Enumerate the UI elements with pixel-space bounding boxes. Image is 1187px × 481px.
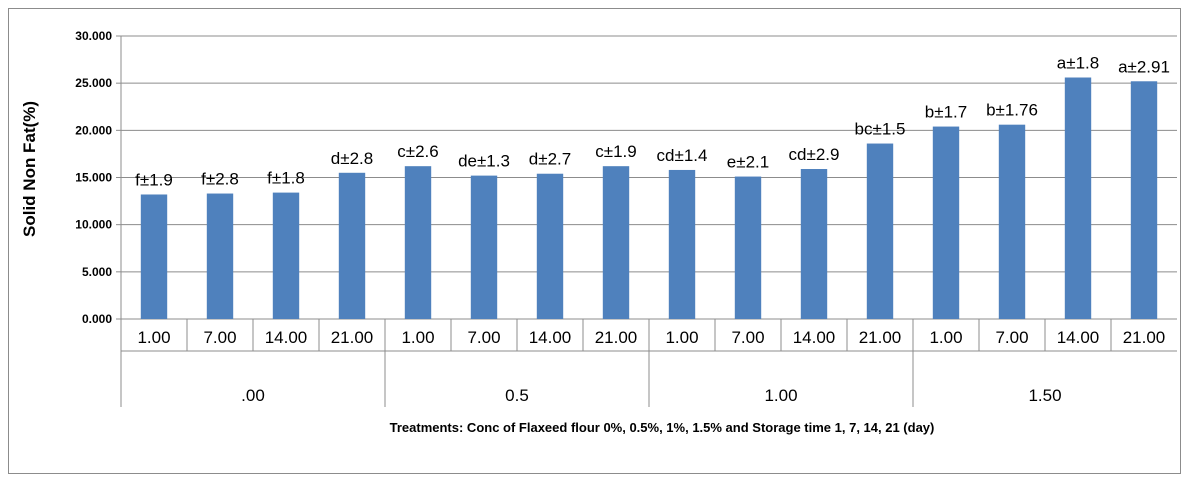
y-axis-title: Solid Non Fat(%): [20, 101, 39, 237]
data-label: cd±2.9: [789, 145, 840, 164]
data-label: b±1.76: [986, 101, 1038, 120]
category-label: 14.00: [1057, 328, 1100, 347]
y-tick-label: 30.000: [75, 29, 112, 43]
category-label: 21.00: [859, 328, 902, 347]
data-label: f±2.8: [201, 170, 239, 189]
data-label: c±2.6: [397, 142, 438, 161]
category-label: 7.00: [731, 328, 764, 347]
category-label: 7.00: [203, 328, 236, 347]
y-tick-label: 0.000: [82, 312, 112, 326]
bar: [338, 172, 366, 319]
y-tick-label: 10.000: [75, 218, 112, 232]
data-label: cd±1.4: [657, 146, 708, 165]
category-label: 1.00: [401, 328, 434, 347]
data-label: f±1.9: [135, 170, 173, 189]
category-label: 14.00: [265, 328, 308, 347]
group-label: 1.00: [764, 386, 797, 405]
data-label: d±2.8: [331, 149, 373, 168]
category-label: 1.00: [929, 328, 962, 347]
category-label: 14.00: [529, 328, 572, 347]
bar: [932, 126, 960, 319]
category-label: 7.00: [467, 328, 500, 347]
data-label: e±2.1: [727, 153, 769, 172]
data-label: bc±1.5: [855, 120, 906, 139]
data-label: f±1.8: [267, 169, 305, 188]
bar: [536, 173, 564, 319]
bar-chart: 0.000 5.000 10.000 15.000 20.000 25.000 30.000…: [20, 29, 1177, 435]
group-label: 1.50: [1028, 386, 1061, 405]
data-label: a±2.91: [1118, 57, 1170, 76]
data-label: de±1.3: [458, 152, 510, 171]
labels: 0.000 5.000 10.000 15.000 20.000 25.000 30.000…: [75, 29, 1170, 405]
bar: [668, 169, 696, 319]
bar: [1064, 77, 1092, 319]
bar: [1130, 81, 1158, 319]
bar: [866, 143, 894, 319]
bar: [998, 124, 1026, 319]
y-tick-label: 20.000: [75, 123, 112, 137]
bars: [140, 77, 1158, 319]
category-label: 21.00: [595, 328, 638, 347]
bar: [272, 192, 300, 319]
category-label: 21.00: [1123, 328, 1166, 347]
y-tick-label: 15.000: [75, 171, 112, 185]
category-label: 7.00: [995, 328, 1028, 347]
chart-frame: 0.000 5.000 10.000 15.000 20.000 25.000 30.000…: [8, 8, 1181, 474]
bar: [404, 166, 432, 319]
bar: [602, 166, 630, 319]
bar: [800, 169, 828, 319]
bar: [470, 175, 498, 319]
bar: [206, 193, 234, 319]
data-label: a±1.8: [1057, 54, 1099, 73]
bar: [734, 176, 762, 319]
data-label: c±1.9: [595, 142, 636, 161]
data-label: d±2.7: [529, 150, 571, 169]
category-label: 1.00: [137, 328, 170, 347]
group-label: .00: [241, 386, 265, 405]
category-label: 14.00: [793, 328, 836, 347]
data-label: b±1.7: [925, 103, 967, 122]
axes: [116, 35, 1177, 407]
category-label: 1.00: [665, 328, 698, 347]
group-label: 0.5: [505, 386, 529, 405]
y-tick-label: 5.000: [82, 265, 112, 279]
bar: [140, 194, 168, 319]
y-tick-label: 25.000: [75, 76, 112, 90]
category-label: 21.00: [331, 328, 374, 347]
x-axis-title: Treatments: Conc of Flaxeed flour 0%, 0.…: [390, 420, 935, 435]
